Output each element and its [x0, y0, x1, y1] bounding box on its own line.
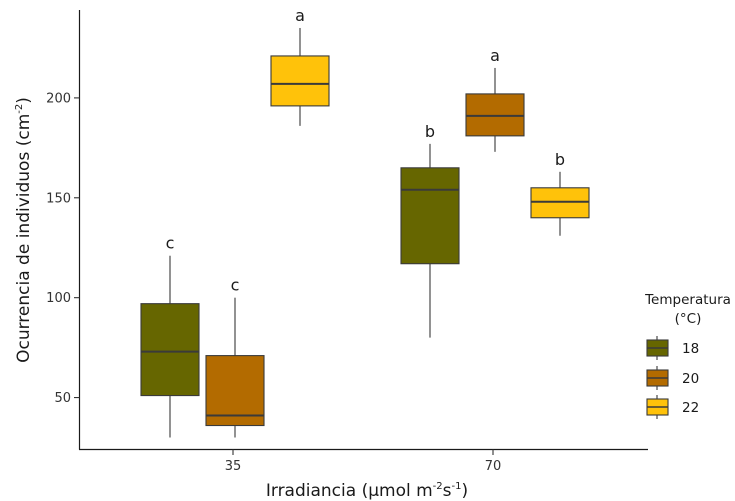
legend-label: 18 — [682, 341, 699, 357]
box-body — [205, 355, 265, 427]
x-axis-ticks: 35 70 — [225, 449, 502, 474]
legend: Temperatura (°C) 18 20 22 — [644, 292, 731, 419]
y-tick-label: 150 — [46, 191, 71, 206]
box-20-70: a — [465, 46, 525, 152]
significance-letter: b — [425, 122, 435, 141]
legend-title-line1: Temperatura — [644, 292, 731, 308]
significance-letter: c — [231, 276, 240, 295]
box-body — [400, 167, 460, 265]
significance-letter: c — [166, 234, 175, 253]
legend-keys: 18 20 22 — [646, 336, 699, 419]
legend-label: 20 — [682, 371, 699, 387]
box-22-35: a — [270, 6, 330, 126]
y-axis-ticks: 50 100 150 200 — [46, 91, 80, 406]
box-18-35: c — [140, 234, 200, 438]
legend-title-line2: (°C) — [675, 311, 702, 327]
box-body — [140, 303, 200, 397]
legend-label: 22 — [682, 400, 699, 416]
legend-item-18: 18 — [646, 336, 699, 360]
box-22-70: b — [530, 150, 590, 236]
significance-letter: b — [555, 150, 565, 169]
significance-letter: a — [490, 46, 500, 65]
y-tick-label: 100 — [46, 291, 71, 306]
x-tick-label: 70 — [485, 459, 502, 474]
box-18-70: b — [400, 122, 460, 338]
x-axis-title: Irradiancia (μmol m-2s-1) — [266, 481, 468, 501]
y-tick-label: 50 — [54, 391, 71, 406]
box-20-35: c — [205, 276, 265, 438]
box-body — [270, 55, 330, 107]
significance-letter: a — [295, 6, 305, 25]
y-axis-title: Ocurrencia de individuos (cm-2) — [14, 97, 34, 363]
legend-item-20: 20 — [646, 366, 699, 390]
y-tick-label: 200 — [46, 91, 71, 106]
plot-area: c b c a a b — [140, 6, 590, 438]
x-tick-label: 35 — [225, 459, 242, 474]
legend-item-22: 22 — [646, 395, 699, 419]
